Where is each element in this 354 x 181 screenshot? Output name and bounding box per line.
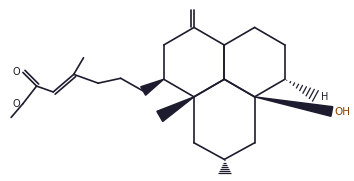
Polygon shape [141,79,164,95]
Text: H: H [321,92,329,102]
Text: OH: OH [335,107,351,117]
Text: O: O [12,67,20,77]
Text: O: O [12,99,20,109]
Polygon shape [157,97,194,121]
Polygon shape [255,97,333,116]
